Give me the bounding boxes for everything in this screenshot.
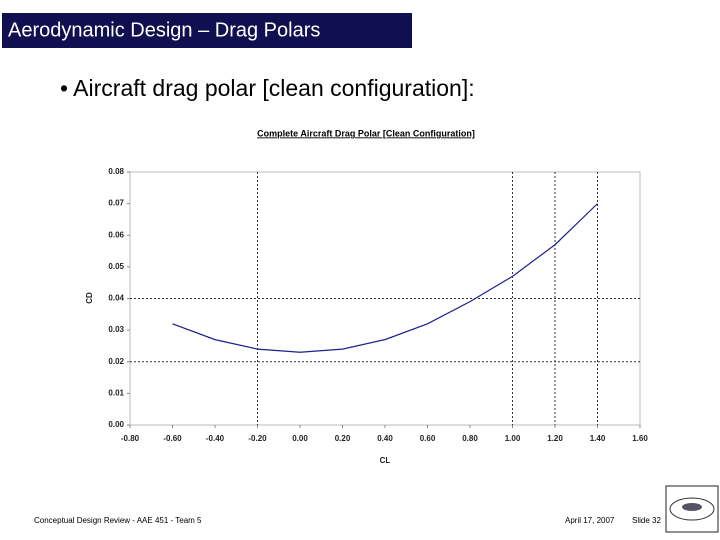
y-tick-label: 0.01	[108, 388, 124, 397]
x-tick-label: 0.20	[335, 434, 351, 443]
x-tick-label: 0.80	[462, 434, 478, 443]
logo-ellipse	[669, 497, 715, 521]
x-tick-label: 1.20	[547, 434, 563, 443]
y-tick-label: 0.05	[108, 262, 124, 271]
y-tick-label: 0.00	[108, 420, 124, 429]
footer-date: April 17, 2007	[565, 516, 615, 525]
y-tick-label: 0.03	[108, 325, 124, 334]
title-bar	[2, 13, 412, 48]
x-tick-label: 1.60	[632, 434, 648, 443]
y-tick-label: 0.04	[108, 294, 124, 303]
logo-body	[682, 503, 702, 511]
footer-left: Conceptual Design Review - AAE 451 - Tea…	[34, 516, 202, 525]
y-tick-label: 0.06	[108, 230, 124, 239]
y-tick-label: 0.08	[108, 167, 124, 176]
x-tick-label: -0.20	[248, 434, 267, 443]
chart-title: Complete Aircraft Drag Polar [Clean Conf…	[257, 128, 475, 138]
logo	[665, 485, 719, 533]
x-axis-label: CL	[380, 456, 391, 465]
x-tick-label: 1.00	[505, 434, 521, 443]
y-tick-label: 0.07	[108, 199, 124, 208]
y-tick-label: 0.02	[108, 357, 124, 366]
footer-slide: Slide 32	[632, 516, 661, 525]
x-tick-label: 0.40	[377, 434, 393, 443]
x-tick-label: -0.60	[163, 434, 182, 443]
x-tick-label: 0.60	[420, 434, 436, 443]
data-line	[172, 203, 598, 353]
x-tick-label: 0.00	[292, 434, 308, 443]
x-tick-label: 1.40	[590, 434, 606, 443]
slide-title: Aerodynamic Design – Drag Polars	[8, 19, 320, 41]
y-axis-label: CD	[85, 292, 94, 304]
logo-frame	[665, 485, 719, 533]
x-tick-label: -0.40	[206, 434, 225, 443]
x-tick-label: -0.80	[121, 434, 140, 443]
bullet: • Aircraft drag polar [clean configurati…	[60, 75, 475, 101]
